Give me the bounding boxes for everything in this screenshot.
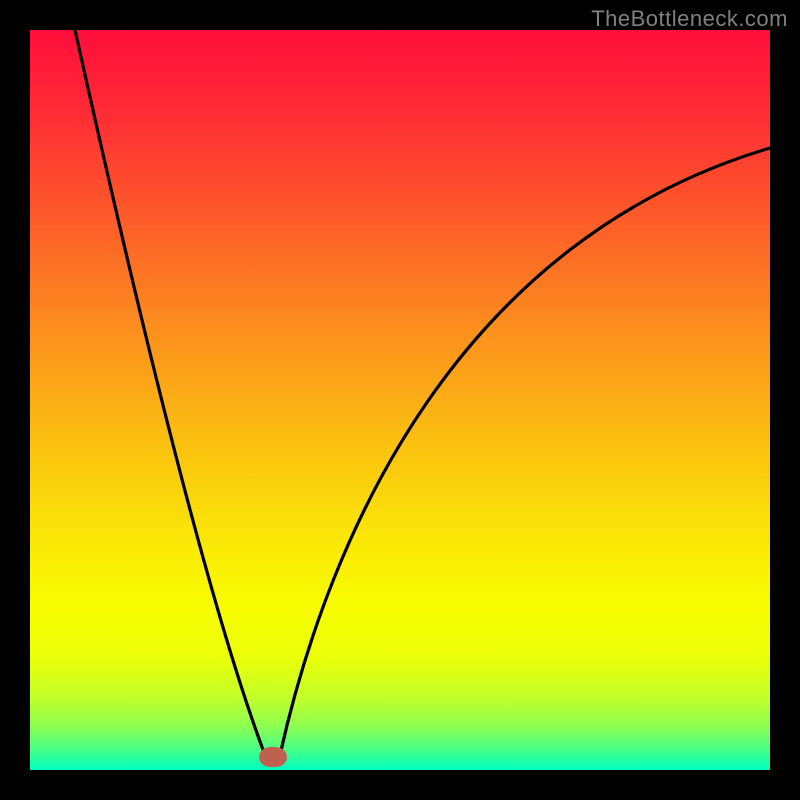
curve-path: [75, 30, 265, 755]
watermark-label: TheBottleneck.com: [591, 6, 788, 32]
plot-area: [30, 30, 770, 770]
curve-path: [280, 148, 770, 755]
chart-container: TheBottleneck.com: [0, 0, 800, 800]
valley-marker: [259, 747, 287, 767]
curve-svg: [30, 30, 770, 770]
